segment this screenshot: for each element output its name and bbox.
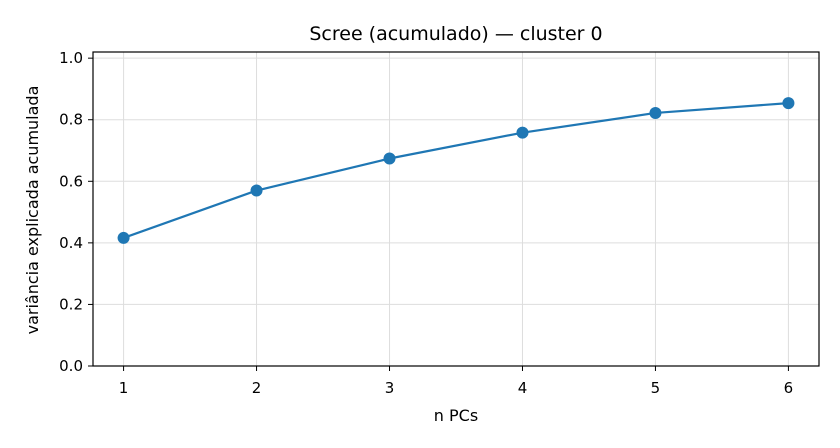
- y-tick-label: 0.0: [59, 357, 83, 375]
- x-axis-ticks: 1 2 3 4 5 6: [119, 366, 793, 397]
- x-tick-label: 4: [518, 379, 528, 397]
- plot-frame: [92, 51, 820, 367]
- x-tick-label: 6: [784, 379, 794, 397]
- y-axis-ticks: 0.0 0.2 0.4 0.6 0.8 1.0: [59, 49, 93, 375]
- data-point: [649, 106, 662, 119]
- y-tick-label: 0.8: [59, 111, 83, 129]
- data-point: [250, 184, 263, 197]
- x-tick-label: 1: [119, 379, 129, 397]
- x-tick-label: 3: [385, 379, 395, 397]
- data-point: [383, 152, 396, 165]
- x-axis-label: n PCs: [434, 406, 478, 425]
- y-tick-label: 0.6: [59, 172, 83, 190]
- y-axis-label: variância explicada acumulada: [23, 86, 42, 335]
- x-tick-label: 2: [252, 379, 262, 397]
- y-tick-label: 0.4: [59, 234, 83, 252]
- series-line: [123, 102, 789, 239]
- chart-title: Scree (acumulado) — cluster 0: [309, 23, 602, 45]
- y-tick-label: 0.2: [59, 295, 83, 313]
- x-tick-label: 5: [651, 379, 661, 397]
- data-point: [782, 97, 795, 110]
- data-series: [117, 97, 795, 244]
- y-tick-label: 1.0: [59, 49, 83, 67]
- data-point: [117, 231, 130, 244]
- data-point: [516, 126, 529, 139]
